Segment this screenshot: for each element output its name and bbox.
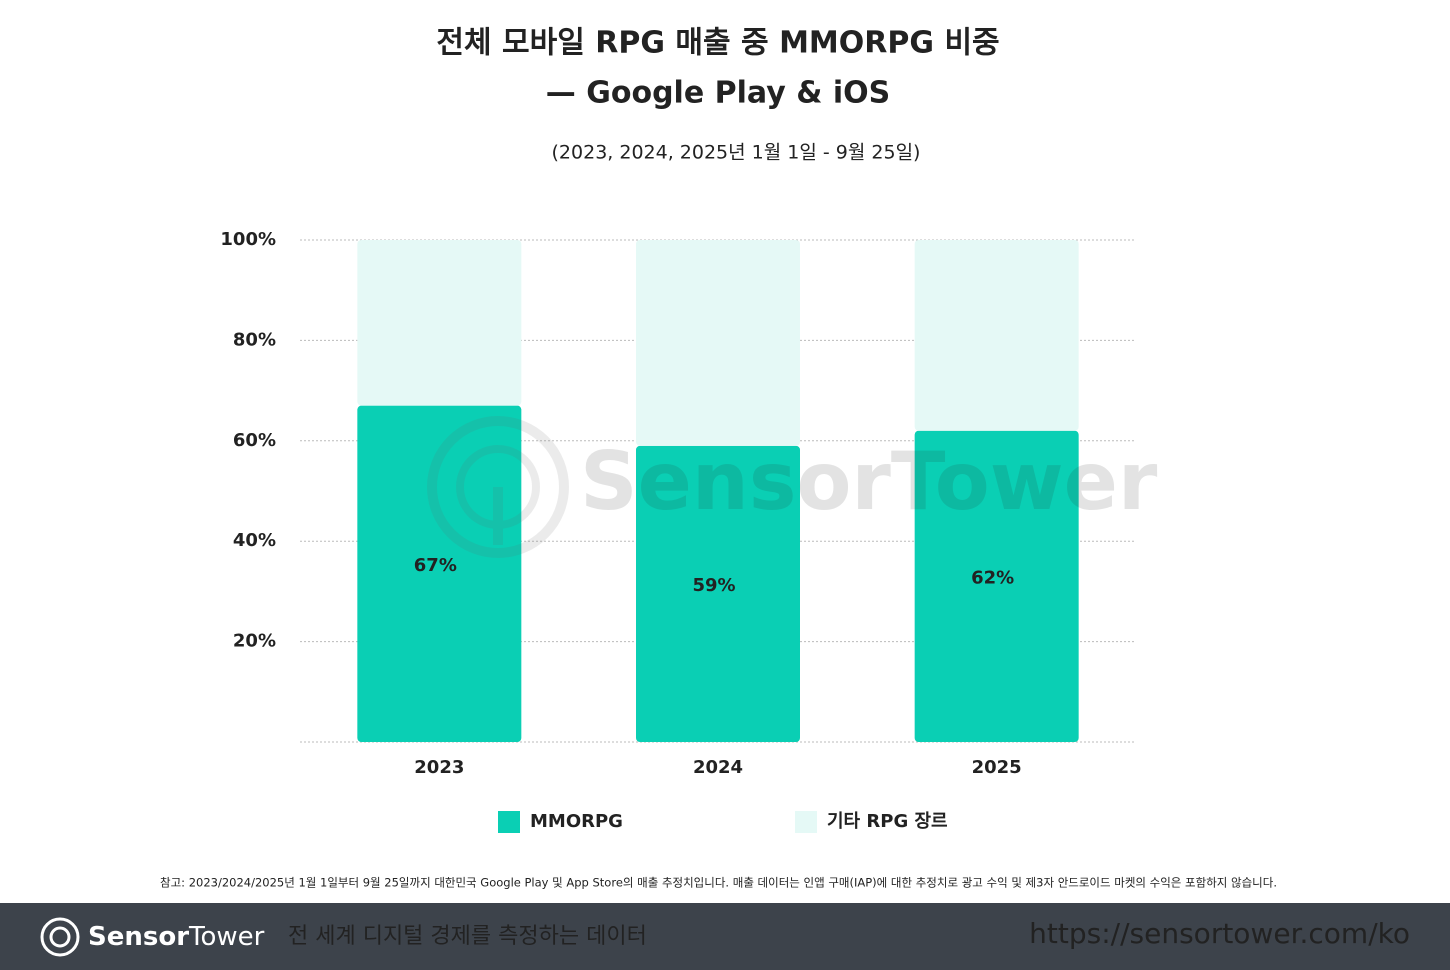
footer-brand-light: Tower — [188, 922, 265, 952]
legend-label: 기타 RPG 장르 — [827, 811, 948, 832]
value-label: 59% — [692, 575, 735, 596]
chart-subtitle: (2023, 2024, 2025년 1월 1일 - 9월 25일) — [552, 142, 921, 164]
value-label: 67% — [414, 555, 457, 576]
footer-url[interactable]: https://sensortower.com/ko — [1029, 917, 1410, 950]
bar-segment — [357, 405, 522, 742]
x-tick-label: 2025 — [972, 757, 1022, 778]
bar-segment — [636, 445, 800, 742]
y-tick-label: 60% — [233, 430, 276, 451]
value-label: 62% — [971, 567, 1014, 588]
watermark-text: SensorTower — [580, 435, 1158, 528]
legend-swatch — [795, 811, 817, 833]
y-tick-label: 40% — [233, 530, 276, 551]
x-tick-label: 2023 — [414, 757, 464, 778]
bar-segment — [914, 240, 1079, 431]
footer-logo-inner — [49, 926, 71, 948]
y-tick-label: 20% — [233, 631, 276, 652]
bar-segment — [357, 240, 522, 406]
footer-brand: SensorTower — [88, 922, 265, 952]
y-tick-label: 100% — [220, 229, 276, 250]
footer-tagline: 전 세계 디지털 경제를 측정하는 데이터 — [288, 924, 647, 949]
y-tick-label: 80% — [233, 329, 276, 350]
footer-logo — [40, 917, 80, 957]
footer-bar — [0, 903, 1450, 970]
legend-label: MMORPG — [530, 811, 623, 832]
chart-title-line2: — Google Play & iOS — [546, 76, 890, 111]
note: 참고: 2023/2024/2025년 1월 1일부터 9월 25일까지 대한민… — [160, 876, 1277, 890]
watermark: SensorTower — [427, 416, 1158, 558]
x-tick-label: 2024 — [693, 757, 743, 778]
footer-brand-bold: Sensor — [88, 922, 189, 952]
chart-title: 전체 모바일 RPG 매출 중 MMORPG 비중 — [436, 26, 999, 61]
bar-segment — [914, 430, 1079, 742]
legend-swatch — [498, 811, 520, 833]
bar-segment — [636, 240, 800, 446]
